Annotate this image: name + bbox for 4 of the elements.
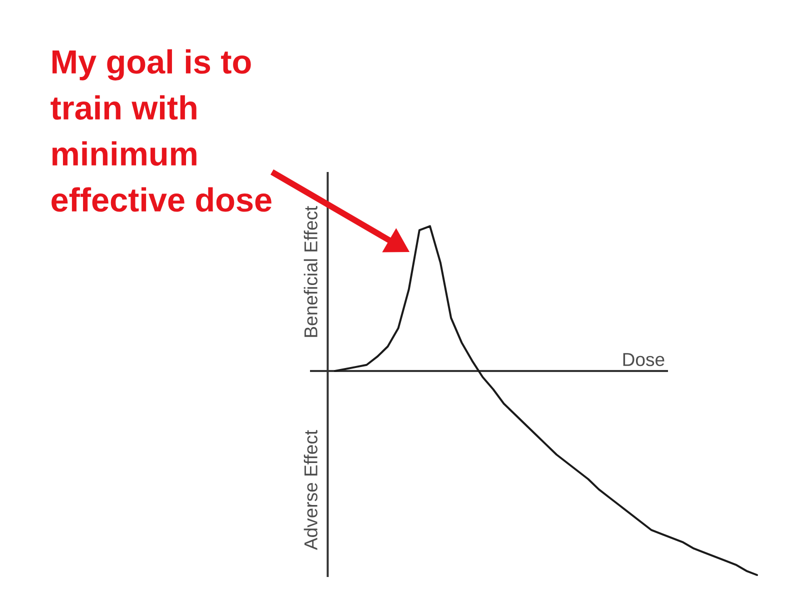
x-axis-title: Dose <box>623 353 664 366</box>
y-axis-title: Beneficial Effect <box>304 206 318 337</box>
text: My goal is to train with minimum effective dose <box>50 49 272 212</box>
text: Adverse Effect <box>304 430 318 550</box>
